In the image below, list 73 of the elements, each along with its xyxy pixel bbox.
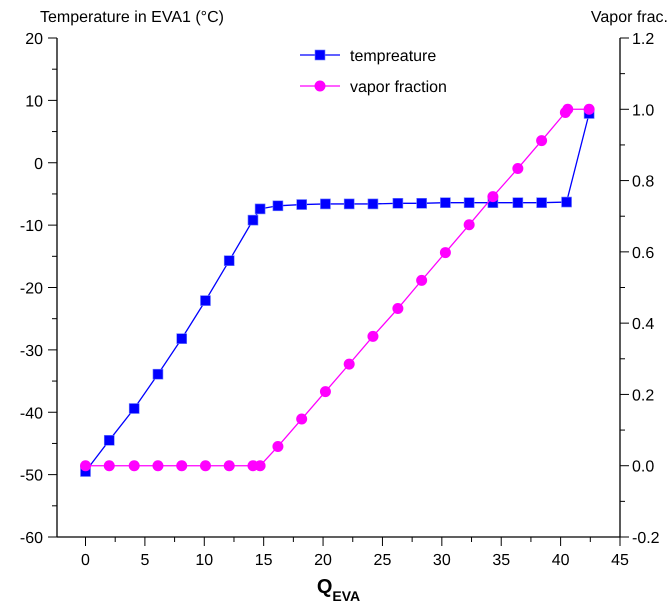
x-tick-label: 45 [611, 552, 629, 569]
point [254, 204, 266, 214]
x-tick-label: 15 [254, 552, 273, 569]
y-tick-label: -40 [20, 405, 44, 422]
point [104, 435, 115, 446]
y2-tick-label: 0.6 [632, 244, 654, 262]
y-axis-title: Temperature in EVA1 (°C) [40, 9, 224, 26]
y2-tick-label: -0.2 [632, 530, 660, 547]
x-tick-label: 30 [432, 552, 451, 569]
point [320, 386, 331, 398]
point [296, 199, 307, 210]
point [392, 198, 404, 209]
point [392, 303, 404, 314]
point [562, 104, 574, 115]
point [128, 460, 140, 472]
legend-label: tempreature [350, 48, 436, 65]
y2-tick-label: 1.0 [632, 102, 654, 120]
point [512, 162, 524, 174]
x-tick-label: 0 [81, 552, 90, 569]
y-tick-label: 20 [25, 31, 44, 48]
x-tick-label: 40 [552, 552, 570, 569]
point [224, 460, 235, 472]
point [272, 440, 284, 452]
point [344, 198, 354, 210]
y-tick-label: -10 [20, 218, 44, 236]
x-axis-title: Q$_{EVA}$ [316, 576, 360, 604]
point [200, 460, 211, 472]
point [367, 330, 378, 342]
point [320, 198, 331, 210]
point [584, 104, 595, 115]
x-tick-label: 35 [492, 552, 510, 569]
y2-tick-label: 0.4 [632, 316, 654, 334]
x-tick-label: 20 [314, 552, 332, 569]
x-tick-label: 10 [195, 552, 214, 569]
point [152, 460, 164, 472]
point [464, 219, 475, 230]
point [344, 358, 355, 370]
y-tick-label: -20 [20, 280, 44, 298]
x-tick-label: 25 [374, 552, 392, 569]
point [561, 196, 572, 208]
point [248, 214, 258, 226]
y-tick-label: 0 [34, 156, 44, 173]
point [104, 460, 115, 472]
y2-tick-label: 1.2 [632, 31, 654, 48]
y2-tick-label: 0.2 [632, 387, 654, 404]
point [416, 198, 427, 209]
point [200, 295, 211, 306]
point [440, 197, 451, 208]
legend-label: vapor fraction [350, 79, 447, 96]
point [487, 191, 498, 202]
y2-tick-label: 0.0 [632, 458, 654, 476]
point [296, 414, 308, 425]
point [512, 197, 524, 208]
x-tick-label: 5 [140, 552, 150, 569]
point [464, 197, 474, 208]
y2-tick-label: 0.8 [632, 174, 654, 191]
point [536, 197, 547, 208]
point [536, 135, 548, 146]
point [176, 333, 188, 344]
point [152, 368, 164, 380]
y-tick-label: 10 [25, 93, 44, 110]
y-tick-label: -60 [20, 530, 44, 547]
point [440, 247, 451, 258]
point [80, 460, 92, 472]
y-tick-label: -50 [20, 468, 44, 485]
point [416, 274, 428, 286]
y-tick-label: -30 [20, 342, 44, 360]
point [128, 403, 140, 414]
point [224, 255, 235, 266]
point [176, 460, 188, 472]
y2-axis-title: Vapor frac. [590, 9, 668, 26]
point [272, 200, 284, 212]
point [368, 198, 378, 210]
